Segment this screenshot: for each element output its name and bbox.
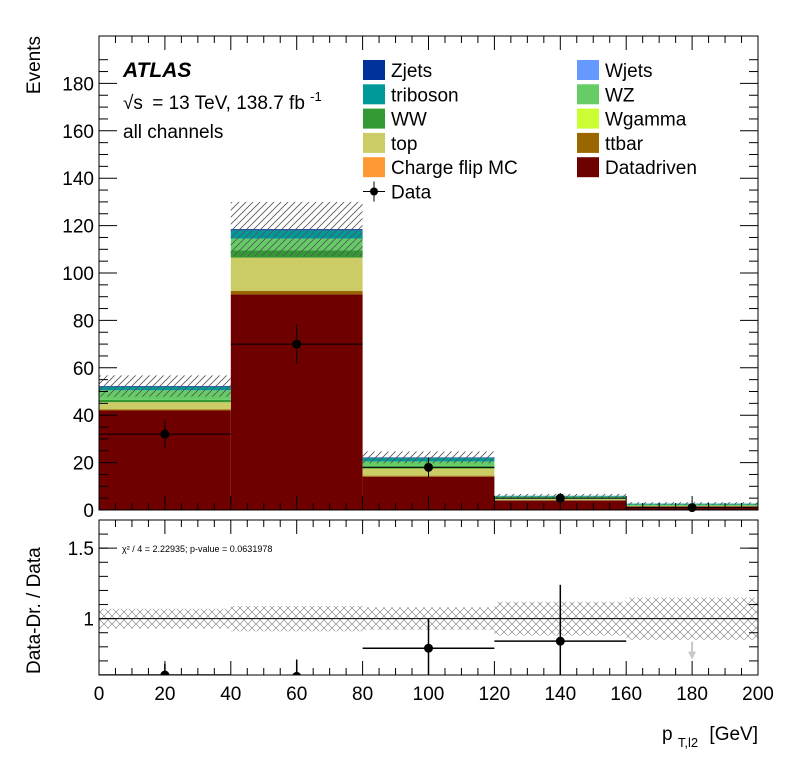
- y-tick-label: 140: [62, 169, 94, 190]
- legend-label-datadriven: Datadriven: [605, 158, 697, 179]
- x-tick-label: 180: [676, 684, 708, 705]
- data-point-1: [292, 340, 301, 349]
- bar-top-bin-0: [99, 402, 231, 409]
- legend-swatch-triboson: [363, 84, 385, 104]
- y-tick-label: 180: [62, 74, 94, 95]
- ratio-y-label: Data-Dr. / Data: [24, 547, 45, 674]
- x-tick-label: 20: [154, 684, 175, 705]
- x-tick-label: 160: [610, 684, 642, 705]
- bar-ww-bin-0: [99, 400, 231, 402]
- bar-ttbar-bin-1: [231, 291, 363, 295]
- legend-swatch-charge-flip-mc: [363, 157, 385, 177]
- x-tick-label: 100: [413, 684, 445, 705]
- uncertainty-bin-0: [99, 375, 231, 396]
- legend-swatch-top: [363, 133, 385, 153]
- legend-swatch-wgamma: [577, 109, 599, 129]
- uncertainty-bin-1: [231, 202, 363, 257]
- y-tick-label: 80: [73, 311, 94, 332]
- figure: 020406080100120140160180 Events ATLAS √s…: [0, 0, 796, 772]
- legend-swatch-ww: [363, 109, 385, 129]
- ratio-panel: 1 1.5 0 20 40 60 80 100 120 140 160 180 200 Data-Dr…: [24, 520, 774, 752]
- legend-label-charge-flip-mc: Charge flip MC: [391, 158, 518, 179]
- x-label-subscript: T,l2: [678, 735, 698, 750]
- energy-label: √s = 13 TeV, 138.7 fb -1: [123, 89, 322, 114]
- legend-label-zjets: Zjets: [391, 61, 432, 82]
- x-tick-label: 200: [742, 684, 774, 705]
- bar-ttbar-bin-0: [99, 409, 231, 410]
- channel-label: all channels: [123, 122, 223, 143]
- y-tick-label: 160: [62, 122, 94, 143]
- x-label-main: p: [662, 724, 673, 745]
- legend-label-ttbar: ttbar: [605, 134, 644, 155]
- x-tick-label: 120: [479, 684, 511, 705]
- main-panel: 0 20 40 60 80 100 120 140 160 180 Events ATLAS √s…: [24, 36, 758, 522]
- legend-data-marker: [370, 188, 378, 196]
- legend-label-wjets: Wjets: [605, 61, 653, 82]
- legend-swatch-ttbar: [577, 133, 599, 153]
- x-tick-label: 40: [220, 684, 241, 705]
- sqrt-s: √s: [123, 93, 143, 114]
- x-tick-label: 80: [352, 684, 373, 705]
- x-tick-label: 0: [94, 684, 105, 705]
- x-label-unit: [GeV]: [709, 724, 758, 745]
- energy-lumi: = 13 TeV, 138.7 fb: [152, 93, 305, 114]
- y-tick-label: 120: [62, 217, 94, 238]
- bar-top-bin-1: [231, 258, 363, 291]
- y-tick-label: 100: [62, 264, 94, 285]
- y-tick-label: 0: [83, 501, 94, 522]
- y-tick-label: 60: [73, 359, 94, 380]
- legend-label-top: top: [391, 134, 417, 155]
- ratio-point-3: [556, 637, 565, 646]
- legend-swatch-wz: [577, 84, 599, 104]
- legend-swatch-wjets: [577, 60, 599, 80]
- legend-label-ww: WW: [391, 110, 427, 131]
- y-tick-label: 40: [73, 406, 94, 427]
- main-y-label: Events: [24, 36, 45, 94]
- chi2-annotation: χ² / 4 = 2.22935; p-value = 0.0631978: [122, 544, 272, 554]
- legend-swatch-zjets: [363, 60, 385, 80]
- data-point-0: [160, 430, 169, 439]
- data-point-2: [424, 463, 433, 472]
- legend-label-wgamma: Wgamma: [605, 110, 687, 131]
- ratio-point-2: [424, 644, 433, 653]
- x-tick-label: 60: [286, 684, 307, 705]
- lumi-exponent: -1: [310, 89, 322, 104]
- x-axis-label: p T,l2 [GeV]: [662, 724, 758, 752]
- x-tick-label: 140: [544, 684, 576, 705]
- legend-label-triboson: triboson: [391, 85, 459, 106]
- ratio-y-tick-label: 1: [83, 610, 94, 631]
- legend-label-wz: WZ: [605, 85, 635, 106]
- atlas-label: ATLAS: [122, 59, 191, 82]
- ratio-y-tick-label: 1.5: [68, 539, 94, 560]
- legend-label-data: Data: [391, 183, 432, 204]
- y-tick-label: 20: [73, 454, 94, 475]
- legend-swatch-datadriven: [577, 157, 599, 177]
